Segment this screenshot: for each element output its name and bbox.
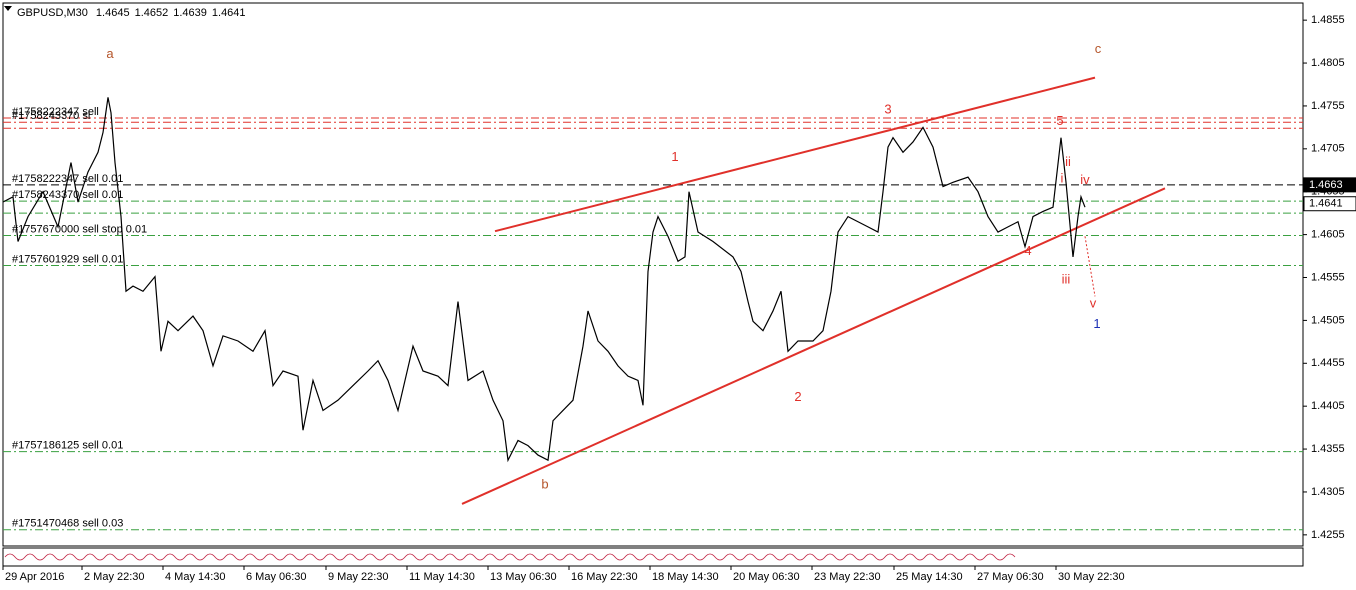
quote-value: 1.4639 bbox=[173, 7, 207, 19]
x-tick-label: 11 May 14:30 bbox=[409, 571, 475, 583]
y-tick-label: 1.4755 bbox=[1311, 100, 1345, 112]
x-tick-label: 29 Apr 2016 bbox=[5, 571, 64, 583]
wave-label: c bbox=[1095, 41, 1102, 56]
y-tick-label: 1.4355 bbox=[1311, 443, 1345, 455]
wave-label: ii bbox=[1065, 154, 1071, 169]
y-tick-label: 1.4305 bbox=[1311, 486, 1345, 498]
x-tick-label: 6 May 06:30 bbox=[246, 571, 307, 583]
price-box bbox=[1303, 177, 1356, 193]
wave-label: 4 bbox=[1024, 243, 1031, 258]
price-box-label: 1.4663 bbox=[1309, 179, 1343, 191]
wave-label: iii bbox=[1062, 272, 1071, 287]
y-tick-label: 1.4405 bbox=[1311, 400, 1345, 412]
price-box bbox=[1303, 196, 1356, 212]
y-tick-label: 1.4855 bbox=[1311, 14, 1345, 26]
x-tick-label: 25 May 14:30 bbox=[896, 571, 963, 583]
x-tick-label: 13 May 06:30 bbox=[490, 571, 557, 583]
wave-label: 2 bbox=[794, 389, 801, 404]
y-tick-label: 1.4705 bbox=[1311, 143, 1345, 155]
order-label: #1758243370 sell 0.01 bbox=[12, 189, 123, 201]
order-label: #1758243370 sl bbox=[12, 110, 90, 122]
wave-label: 5 bbox=[1056, 113, 1063, 128]
order-label: #1757601929 sell 0.01 bbox=[12, 253, 123, 265]
quote-value: 1.4645 bbox=[96, 7, 130, 19]
order-label: #1758222347 sell bbox=[12, 106, 99, 118]
order-label: #1757670000 sell stop 0.01 bbox=[12, 223, 147, 235]
price-line bbox=[2, 97, 1086, 463]
wave-label: 1 bbox=[671, 149, 678, 164]
trendline bbox=[494, 76, 1096, 233]
y-tick-label: 1.4455 bbox=[1311, 357, 1345, 369]
wave-label: v bbox=[1090, 296, 1097, 311]
y-tick-label: 1.4555 bbox=[1311, 271, 1345, 283]
trendline bbox=[461, 187, 1166, 505]
x-tick-label: 16 May 22:30 bbox=[571, 571, 638, 583]
menu-arrow bbox=[4, 6, 12, 11]
quote-value: 1.4652 bbox=[135, 7, 169, 19]
symbol-title: GBPUSD,M30 bbox=[17, 7, 88, 19]
wave-label: 3 bbox=[884, 102, 891, 117]
sub-panel bbox=[2, 547, 1304, 567]
y-tick-label: 1.4255 bbox=[1311, 529, 1345, 541]
y-tick-label: 1.4505 bbox=[1311, 314, 1345, 326]
x-tick-label: 23 May 22:30 bbox=[814, 571, 881, 583]
y-tick-label: 1.4605 bbox=[1311, 229, 1345, 241]
wave-label: 1 bbox=[1093, 316, 1100, 331]
x-tick-label: 2 May 22:30 bbox=[84, 571, 145, 583]
x-tick-label: 20 May 06:30 bbox=[733, 571, 800, 583]
quote-value: 1.4641 bbox=[212, 7, 246, 19]
price-box-label: 1.4641 bbox=[1309, 198, 1343, 210]
x-tick-label: 27 May 06:30 bbox=[977, 571, 1044, 583]
order-label: #1757186125 sell 0.01 bbox=[12, 440, 123, 452]
main-panel bbox=[2, 2, 1304, 547]
x-tick-label: 18 May 14:30 bbox=[652, 571, 719, 583]
x-tick-label: 4 May 14:30 bbox=[165, 571, 226, 583]
x-tick-label: 9 May 22:30 bbox=[328, 571, 389, 583]
y-tick-label: 1.4805 bbox=[1311, 57, 1345, 69]
order-label: #1751470468 sell 0.03 bbox=[12, 518, 123, 530]
wave-label: a bbox=[106, 46, 114, 61]
wave-label: i bbox=[1061, 170, 1064, 185]
wave-label: iv bbox=[1080, 172, 1090, 187]
oscillator bbox=[4, 553, 1016, 561]
wave-label: b bbox=[541, 477, 548, 492]
x-tick-label: 30 May 22:30 bbox=[1058, 571, 1125, 583]
